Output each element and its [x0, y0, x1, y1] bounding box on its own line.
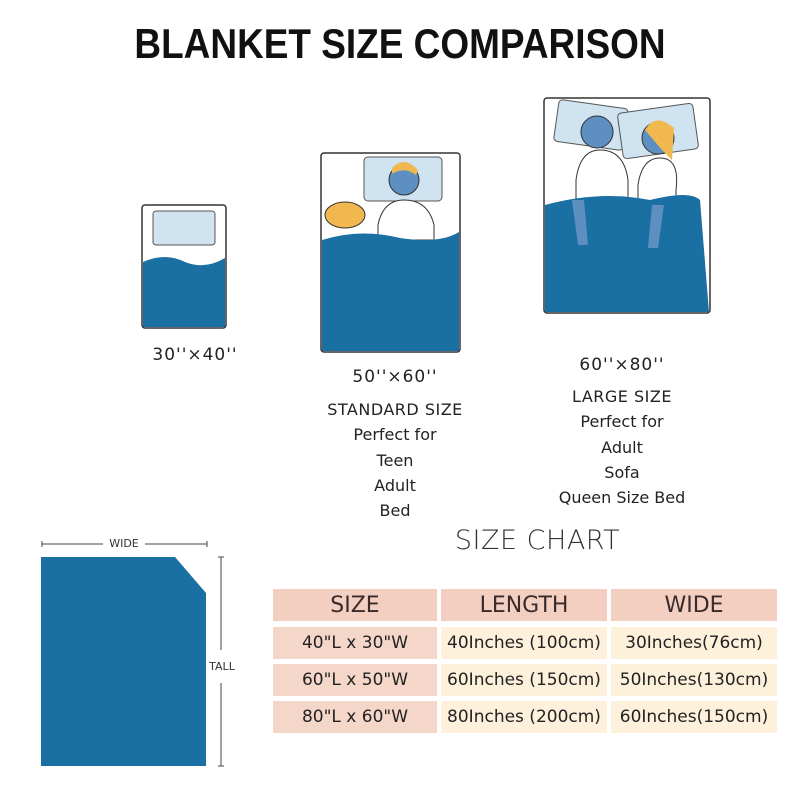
header-size: SIZE — [273, 589, 437, 621]
table-cell: 60Inches(150cm) — [611, 701, 777, 733]
size-standard-description: STANDARD SIZE Perfect for Teen Adult Bed — [295, 397, 495, 523]
page-title: BLANKET SIZE COMPARISON — [134, 20, 666, 67]
size-large-dimension: 60''×80'' — [579, 355, 665, 375]
table-cell: 60Inches (150cm) — [441, 664, 607, 696]
large-blanket-illustration — [543, 97, 711, 314]
size-standard-heading: STANDARD SIZE — [327, 400, 463, 419]
description-line: Perfect for — [580, 412, 664, 432]
description-line: Sofa — [604, 462, 640, 482]
size-large-description: LARGE SIZE Perfect for Adult Sofa Queen … — [512, 384, 732, 510]
table-cell: 60"L x 50"W — [273, 664, 437, 696]
table-cell: 40Inches (100cm) — [441, 627, 607, 659]
table-cell: 80"L x 60"W — [273, 701, 437, 733]
header-wide: WIDE — [611, 589, 777, 621]
description-line: Adult — [601, 437, 643, 457]
tall-label: TALL — [209, 660, 235, 673]
wide-label: WIDE — [109, 537, 139, 550]
table-cell: 30Inches(76cm) — [611, 627, 777, 659]
size-large-heading: LARGE SIZE — [572, 387, 672, 406]
description-line: Perfect for — [353, 425, 437, 445]
description-line: Teen — [376, 450, 414, 470]
table-cell: 50Inches(130cm) — [611, 664, 777, 696]
standard-blanket-illustration — [320, 152, 461, 353]
table-cell: 40"L x 30"W — [273, 627, 437, 659]
small-blanket-illustration — [141, 204, 227, 329]
description-line: Queen Size Bed — [558, 488, 686, 508]
size-chart-title: SIZE CHART — [454, 525, 621, 556]
table-cell: 80Inches (200cm) — [441, 701, 607, 733]
measurement-diagram — [41, 541, 224, 767]
size-small-dimension: 30''×40'' — [152, 345, 238, 365]
description-line: Bed — [379, 501, 411, 521]
size-standard-dimension: 50''×60'' — [352, 367, 438, 387]
header-length: LENGTH — [441, 589, 607, 621]
description-line: Adult — [374, 475, 416, 495]
